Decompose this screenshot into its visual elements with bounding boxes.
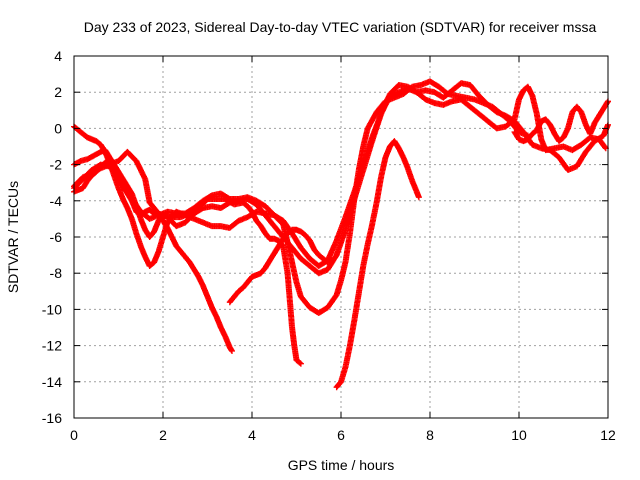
chart-title: Day 233 of 2023, Sidereal Day-to-day VTE… (84, 19, 597, 35)
x-tick-label: 10 (511, 427, 527, 443)
y-tick-label: 0 (54, 120, 62, 136)
data-point (602, 144, 608, 151)
x-tick-label: 2 (159, 427, 167, 443)
x-tick-label: 4 (248, 427, 256, 443)
x-axis-label: GPS time / hours (288, 457, 395, 473)
y-tick-label: -16 (42, 410, 62, 426)
data-point (297, 360, 304, 366)
y-tick-label: -10 (42, 301, 62, 317)
x-tick-label: 12 (600, 427, 616, 443)
y-axis-label: SDTVAR / TECUs (5, 181, 21, 293)
y-tick-label: -14 (42, 374, 62, 390)
series-track-2 (71, 80, 611, 277)
y-tick-label: -6 (50, 229, 63, 245)
series-track-8 (511, 98, 611, 145)
x-tick-label: 6 (337, 427, 345, 443)
data-point (229, 348, 235, 354)
series-track-5 (71, 158, 235, 354)
axis-ticks: 0 2 4 6 8 10 12 -16 -14 -12 -10 -8 -6 -4 -2 0 2 4 (42, 48, 616, 443)
x-tick-label: 8 (426, 427, 434, 443)
x-tick-label: 0 (70, 427, 78, 443)
series-track-3 (71, 78, 531, 316)
y-tick-label: -4 (50, 193, 63, 209)
data-point (415, 194, 422, 201)
y-tick-label: 2 (54, 84, 62, 100)
data-point (297, 360, 304, 367)
series-track-4 (71, 147, 304, 367)
data-marks (71, 78, 611, 391)
y-tick-label: -2 (50, 157, 63, 173)
series-track-6 (226, 226, 336, 306)
series-track-7 (333, 138, 422, 391)
y-tick-label: 4 (54, 48, 62, 64)
y-tick-label: -8 (50, 265, 63, 281)
data-point (329, 257, 336, 264)
y-tick-label: -12 (42, 338, 62, 354)
